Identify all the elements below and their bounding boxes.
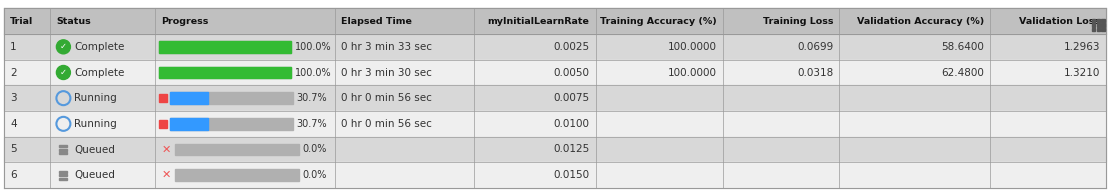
Text: 0.0318: 0.0318 [797, 67, 834, 78]
Text: 4: 4 [10, 119, 17, 129]
Bar [60, 152, 68, 154]
Text: myInitialLearnRate: myInitialLearnRate [487, 17, 589, 25]
Bar [1097, 18, 1100, 22]
Text: Trial: Trial [10, 17, 33, 25]
Bar [159, 41, 291, 53]
Bar [60, 149, 68, 150]
Text: Validation Accuracy (%): Validation Accuracy (%) [857, 17, 983, 25]
Text: Training Accuracy (%): Training Accuracy (%) [601, 17, 717, 25]
Bar [4, 60, 1106, 85]
Text: 0 hr 0 min 56 sec: 0 hr 0 min 56 sec [341, 119, 432, 129]
Bar [1101, 23, 1104, 27]
Text: 100.0000: 100.0000 [668, 42, 717, 52]
Circle shape [57, 66, 70, 79]
Text: 0 hr 0 min 56 sec: 0 hr 0 min 56 sec [341, 93, 432, 103]
Bar [159, 67, 291, 78]
Text: 62.4800: 62.4800 [941, 67, 983, 78]
Text: 100.0%: 100.0% [294, 67, 331, 78]
Text: 2: 2 [10, 67, 17, 78]
Text: Validation Loss: Validation Loss [1019, 17, 1100, 25]
Text: 30.7%: 30.7% [296, 119, 327, 129]
Bar [1092, 28, 1096, 31]
Text: 1.3210: 1.3210 [1063, 67, 1100, 78]
Bar [4, 85, 1106, 111]
Text: Elapsed Time: Elapsed Time [341, 17, 412, 25]
Bar [1101, 28, 1104, 31]
Bar [60, 145, 68, 147]
Bar [1097, 23, 1100, 27]
Text: Progress: Progress [161, 17, 209, 25]
Bar [174, 144, 299, 155]
Bar [171, 92, 293, 104]
Bar [60, 174, 68, 176]
Text: ✕: ✕ [161, 145, 171, 154]
Text: Status: Status [57, 17, 91, 25]
Bar [171, 118, 208, 130]
Text: 30.7%: 30.7% [296, 93, 327, 103]
Bar [1092, 18, 1096, 22]
Text: Running: Running [74, 119, 118, 129]
Bar [159, 67, 291, 78]
Text: Training Loss: Training Loss [763, 17, 834, 25]
Text: Running: Running [74, 93, 118, 103]
Bar [159, 120, 168, 128]
Bar [159, 94, 168, 102]
Bar [171, 92, 208, 104]
Circle shape [57, 40, 70, 54]
Text: 3: 3 [10, 93, 17, 103]
Text: 58.6400: 58.6400 [941, 42, 983, 52]
Bar [174, 169, 299, 181]
Bar [171, 118, 293, 130]
Text: 100.0%: 100.0% [294, 42, 331, 52]
Text: 0.0%: 0.0% [303, 145, 327, 154]
Text: 6: 6 [10, 170, 17, 180]
Text: 0.0150: 0.0150 [554, 170, 589, 180]
Text: 0.0075: 0.0075 [554, 93, 589, 103]
Text: Complete: Complete [74, 67, 124, 78]
Bar [4, 8, 1106, 34]
Text: 100.0000: 100.0000 [668, 67, 717, 78]
Bar [4, 111, 1106, 137]
Bar [60, 171, 68, 173]
Bar [159, 41, 291, 53]
Bar [1092, 23, 1096, 27]
Bar [4, 162, 1106, 188]
Text: Queued: Queued [74, 170, 115, 180]
Bar [4, 137, 1106, 162]
Text: 0.0050: 0.0050 [554, 67, 589, 78]
Text: 0.0025: 0.0025 [554, 42, 589, 52]
Bar [60, 178, 68, 180]
Text: Complete: Complete [74, 42, 124, 52]
Text: ✕: ✕ [161, 170, 171, 180]
Text: ✓: ✓ [60, 67, 67, 77]
Text: 1: 1 [10, 42, 17, 52]
Text: Queued: Queued [74, 145, 115, 154]
Bar [4, 34, 1106, 60]
Bar [1101, 18, 1104, 22]
Text: 0.0125: 0.0125 [554, 145, 589, 154]
Text: 0 hr 3 min 30 sec: 0 hr 3 min 30 sec [341, 67, 432, 78]
Bar [1097, 28, 1100, 31]
Text: 0.0%: 0.0% [303, 170, 327, 180]
Text: 5: 5 [10, 145, 17, 154]
Text: ✓: ✓ [60, 42, 67, 51]
Text: 0.0100: 0.0100 [554, 119, 589, 129]
Text: 0 hr 3 min 33 sec: 0 hr 3 min 33 sec [341, 42, 432, 52]
Text: 1.2963: 1.2963 [1063, 42, 1100, 52]
Text: 0.0699: 0.0699 [797, 42, 834, 52]
